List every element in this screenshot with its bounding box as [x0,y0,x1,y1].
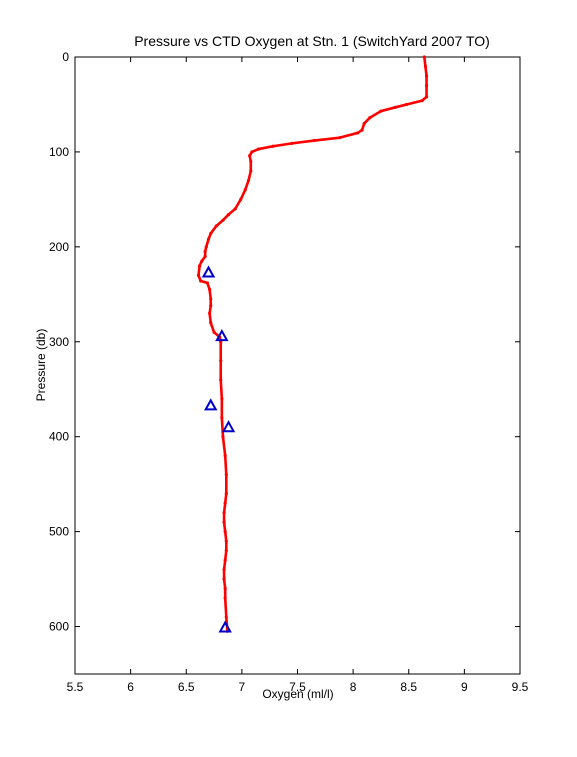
oxygen-profile-point [223,596,227,600]
oxygen-profile-point [248,154,252,158]
oxygen-profile-point [203,254,207,258]
oxygen-profile-point [355,131,360,135]
x-tick-label: 8 [350,680,357,694]
oxygen-profile-point [200,259,204,263]
oxygen-profile-point [224,473,228,477]
x-tick-label: 9.5 [512,680,529,694]
oxygen-profile-point [362,121,366,126]
x-axis-label: Oxygen (ml/l) [262,687,333,701]
chart-title: Pressure vs CTD Oxygen at Stn. 1 (Switch… [134,33,490,49]
oxygen-profile-point [243,188,247,192]
oxygen-profile-point [196,273,201,277]
x-tick-label: 6 [127,680,134,694]
oxygen-profile-point [250,150,254,154]
oxygen-profile-point [214,224,218,228]
oxygen-profile-point [224,615,228,619]
oxygen-profile-point [226,212,231,217]
oxygen-profile-point [208,287,212,292]
oxygen-profile-point [222,511,226,515]
bottle-sample-triangle [204,398,218,411]
oxygen-profile-point [290,141,294,145]
oxygen-profile-point [223,586,227,591]
oxygen-profile-point [249,169,253,173]
oxygen-profile-point [422,55,426,59]
plot-area [74,56,521,675]
oxygen-profile-point [222,577,226,581]
oxygen-profile-point [198,264,202,268]
x-tick-label: 8.5 [400,680,417,694]
oxygen-profile-point [271,144,275,148]
bottle-sample-triangle [215,329,229,342]
oxygen-profile-point [233,207,237,211]
oxygen-profile-point [223,558,227,562]
oxygen-profile-point [423,64,428,69]
y-axis-ticks: 0 100 200 300 400 500 600 [49,50,520,634]
x-tick-label: 5.5 [67,680,84,694]
x-axis-ticks: 5.5 6 6.5 7 7.5 8 8.5 9 9.5 [67,57,529,694]
oxygen-profile-point [338,136,342,140]
oxygen-profile-point [209,297,213,301]
oxygen-profile-point [424,95,429,99]
oxygen-profile-point [221,218,225,222]
oxygen-profile-point [219,359,223,363]
oxygen-profile-point [219,378,223,382]
oxygen-profile-point [379,109,383,113]
oxygen-profile-point [312,138,316,143]
y-tick-label: 600 [49,620,69,634]
oxygen-profile-point [249,159,253,164]
oxygen-profile-point [223,501,227,505]
y-tick-label: 400 [49,430,69,444]
y-tick-label: 100 [49,145,69,159]
oxygen-profile-point [222,520,226,524]
bottle-sample-triangle [218,620,232,633]
oxygen-profile-point [221,435,225,439]
oxygen-profile-point [224,549,228,553]
y-tick-label: 500 [49,525,69,539]
oxygen-profile-point [209,304,213,308]
oxygen-profile-point [208,311,212,315]
oxygen-profile-point [220,397,224,401]
oxygen-profile-point [368,116,372,120]
y-axis-label: Pressure (db) [34,329,48,402]
x-tick-label: 7 [239,680,246,694]
oxygen-profile-point [424,74,429,78]
oxygen-profile-point [420,99,424,103]
y-tick-label: 300 [49,335,69,349]
oxygen-profile-point [199,279,203,283]
oxygen-profile-point [223,530,227,534]
y-tick-label: 200 [49,240,69,254]
oxygen-profile-point [220,416,224,420]
oxygen-profile-point [209,231,213,236]
bottle-sample-triangle [201,265,216,278]
x-tick-label: 6.5 [178,680,195,694]
oxygen-profile-point [360,128,364,132]
oxygen-profile-point [424,83,429,88]
x-tick-label: 7.5 [289,680,306,694]
oxygen-profile-point [224,492,228,496]
x-tick-label: 9 [461,680,468,694]
oxygen-profile-point [404,102,409,107]
oxygen-profile-point [212,330,216,334]
oxygen-profile-point [239,197,243,201]
oxygen-profile-point [222,567,226,572]
oxygen-profile-point [204,245,208,249]
oxygen-profile-point [203,249,207,254]
oxygen-profile-point [256,147,261,151]
bottle-oxygen-series [201,265,236,633]
bottle-sample-triangle [221,420,236,433]
oxygen-profile-point [246,178,251,182]
oxygen-profile-point [206,237,211,241]
oxygen-profile-point [209,321,213,325]
oxygen-profile-point [224,539,228,543]
oxygen-profile-point [223,454,227,458]
oxygen-profile-point [205,281,209,285]
oxygen-profile-series [196,55,429,633]
y-tick-label: 0 [62,50,69,64]
oxygen-profile-point [393,105,397,109]
